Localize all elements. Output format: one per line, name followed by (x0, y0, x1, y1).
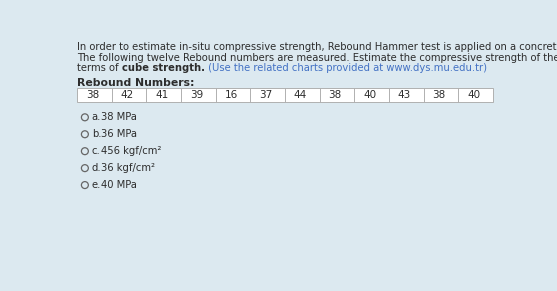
Text: Rebound Numbers:: Rebound Numbers: (77, 78, 195, 88)
Text: c.: c. (92, 146, 101, 156)
Text: a.: a. (92, 112, 101, 122)
Bar (77, 88, 493, 102)
Text: 38: 38 (86, 90, 99, 100)
Text: 456 kgf/cm²: 456 kgf/cm² (101, 146, 162, 156)
Text: 38: 38 (432, 90, 446, 100)
Text: cube strength.: cube strength. (122, 63, 205, 73)
Text: 43: 43 (398, 90, 411, 100)
Text: 41: 41 (155, 90, 168, 100)
Text: In order to estimate in-situ compressive strength, Rebound Hammer test is applie: In order to estimate in-situ compressive… (77, 42, 557, 52)
Text: 16: 16 (224, 90, 238, 100)
Text: 37: 37 (259, 90, 272, 100)
Text: (Use the related charts provided at www.dys.mu.edu.tr): (Use the related charts provided at www.… (205, 63, 487, 73)
Text: 40: 40 (363, 90, 376, 100)
Text: 40: 40 (467, 90, 480, 100)
Text: 36 kgf/cm²: 36 kgf/cm² (101, 163, 155, 173)
Text: 36 MPa: 36 MPa (101, 129, 137, 139)
Text: terms of: terms of (77, 63, 122, 73)
Text: 39: 39 (190, 90, 203, 100)
Text: b.: b. (92, 129, 101, 139)
Text: 40 MPa: 40 MPa (101, 180, 137, 190)
Text: 42: 42 (120, 90, 134, 100)
Text: d.: d. (92, 163, 101, 173)
Text: The following twelve Rebound numbers are measured. Estimate the compressive stre: The following twelve Rebound numbers are… (77, 53, 557, 63)
Text: 44: 44 (294, 90, 307, 100)
Text: 38 MPa: 38 MPa (101, 112, 137, 122)
Text: e.: e. (92, 180, 101, 190)
Text: 38: 38 (329, 90, 341, 100)
